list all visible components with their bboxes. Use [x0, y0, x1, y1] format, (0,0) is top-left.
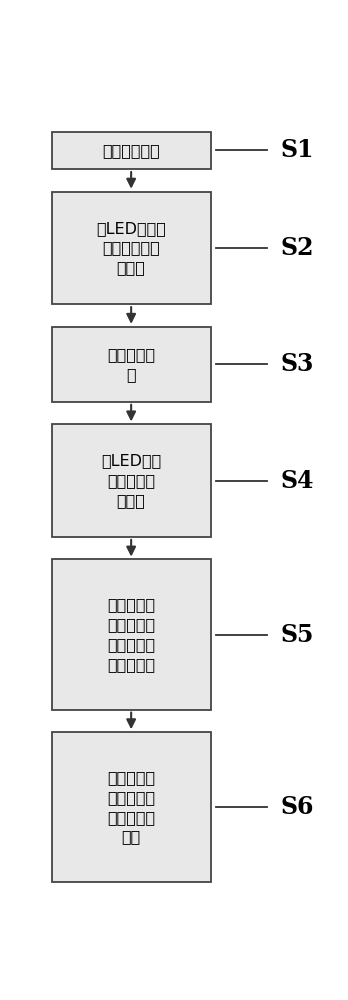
Text: 将LED芯片倒
装焊接到过渡
基板上: 将LED芯片倒 装焊接到过渡 基板上: [96, 221, 166, 275]
Text: S2: S2: [281, 236, 314, 260]
Text: S1: S1: [281, 138, 314, 162]
Text: S3: S3: [281, 352, 314, 376]
FancyBboxPatch shape: [52, 424, 211, 537]
Text: 将LED单元
安装在金属
基板上: 将LED单元 安装在金属 基板上: [101, 453, 161, 508]
FancyBboxPatch shape: [52, 192, 211, 304]
Text: 形成过渡基板: 形成过渡基板: [102, 143, 160, 158]
FancyBboxPatch shape: [52, 132, 211, 169]
Text: S6: S6: [281, 795, 314, 819]
FancyBboxPatch shape: [52, 327, 211, 402]
FancyBboxPatch shape: [52, 559, 211, 710]
Text: S4: S4: [281, 469, 314, 493]
FancyBboxPatch shape: [52, 732, 211, 882]
Text: S5: S5: [281, 623, 314, 647]
Text: 切割过渡基
板: 切割过渡基 板: [107, 347, 155, 382]
Text: 往围坝形成
的包围区内
部填充封装
胶体: 往围坝形成 的包围区内 部填充封装 胶体: [107, 770, 155, 844]
Text: 在金属基板
的外围设置
一圈围坝，
形成包围区: 在金属基板 的外围设置 一圈围坝， 形成包围区: [107, 597, 155, 672]
